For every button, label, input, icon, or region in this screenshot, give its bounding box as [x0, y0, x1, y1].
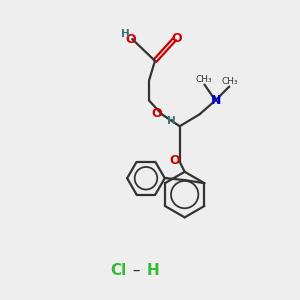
Text: CH₃: CH₃	[222, 77, 238, 86]
Text: –: –	[128, 263, 146, 278]
Text: H: H	[121, 29, 130, 39]
Text: N: N	[211, 94, 222, 107]
Text: H: H	[167, 116, 176, 126]
Text: O: O	[169, 154, 180, 167]
Text: Cl: Cl	[110, 263, 126, 278]
Text: O: O	[152, 107, 162, 120]
Text: O: O	[171, 32, 182, 44]
Text: CH₃: CH₃	[195, 75, 212, 84]
Text: O: O	[126, 32, 136, 46]
Text: H: H	[147, 263, 159, 278]
